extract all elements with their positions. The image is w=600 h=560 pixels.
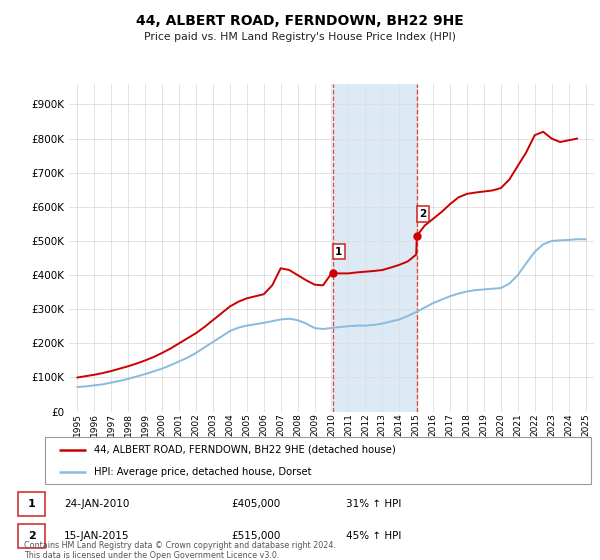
Text: 2: 2 [28,531,35,541]
Text: 24-JAN-2010: 24-JAN-2010 [64,499,129,509]
Text: 1: 1 [28,499,35,509]
Text: 44, ALBERT ROAD, FERNDOWN, BH22 9HE: 44, ALBERT ROAD, FERNDOWN, BH22 9HE [136,14,464,28]
Text: £405,000: £405,000 [231,499,280,509]
Text: Contains HM Land Registry data © Crown copyright and database right 2024.
This d: Contains HM Land Registry data © Crown c… [24,540,336,560]
Text: 2: 2 [419,209,427,219]
Text: £515,000: £515,000 [231,531,280,541]
Bar [332,84,417,412]
Text: 44, ALBERT ROAD, FERNDOWN, BH22 9HE (detached house): 44, ALBERT ROAD, FERNDOWN, BH22 9HE (det… [94,445,396,455]
Text: 45% ↑ HPI: 45% ↑ HPI [346,531,401,541]
FancyBboxPatch shape [18,524,46,548]
Text: 1: 1 [335,246,343,256]
Text: Price paid vs. HM Land Registry's House Price Index (HPI): Price paid vs. HM Land Registry's House … [144,32,456,42]
FancyBboxPatch shape [18,492,46,516]
Text: HPI: Average price, detached house, Dorset: HPI: Average price, detached house, Dors… [94,466,311,477]
FancyBboxPatch shape [45,437,591,484]
Text: 31% ↑ HPI: 31% ↑ HPI [346,499,401,509]
Text: 15-JAN-2015: 15-JAN-2015 [64,531,130,541]
